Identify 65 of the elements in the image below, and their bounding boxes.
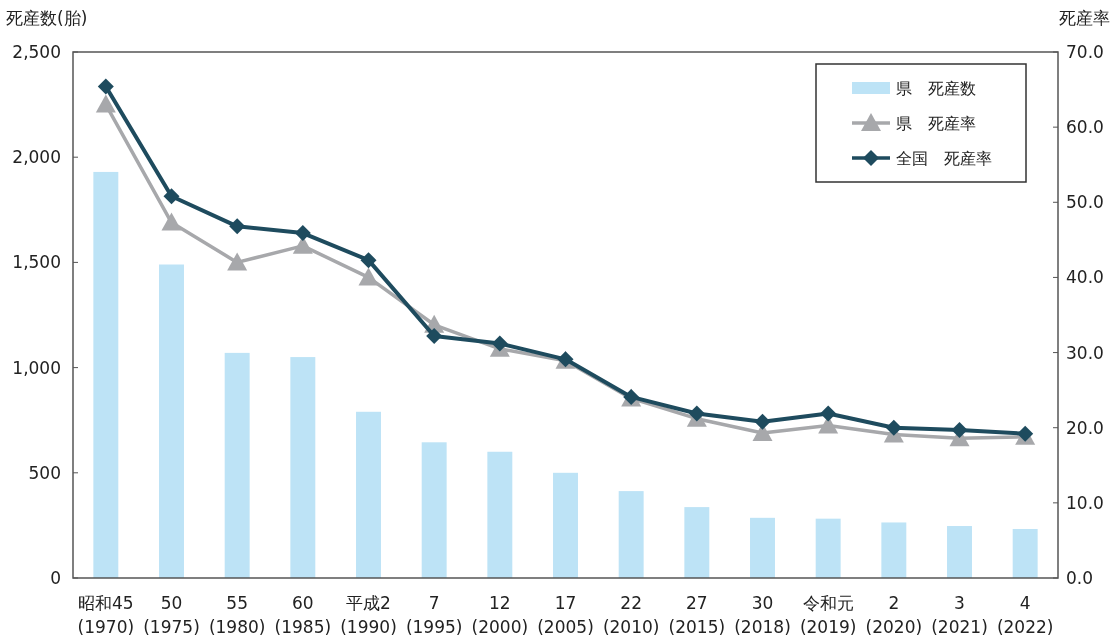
- x-tick-label: 2 (2020): [865, 593, 923, 637]
- y2-tick-label: 70.0: [1066, 42, 1104, 62]
- y-tick-label: 500: [28, 462, 61, 483]
- y-axis-title: 死産数(胎): [6, 8, 88, 28]
- point: [227, 252, 248, 271]
- point: [426, 328, 443, 345]
- point: [95, 94, 116, 113]
- bar: [815, 518, 841, 578]
- bar: [750, 517, 775, 578]
- point: [358, 267, 379, 286]
- x-tick-label: 17 (2005): [537, 593, 594, 637]
- bar: [618, 491, 644, 578]
- point: [163, 188, 180, 205]
- x-tick-label: 4 (2022): [996, 593, 1054, 637]
- point: [97, 78, 114, 95]
- bar: [290, 357, 316, 578]
- y2-tick-label: 10.0: [1066, 492, 1104, 513]
- y2-tick-label: 60.0: [1066, 117, 1104, 138]
- bar: [487, 451, 513, 578]
- x-tick-label: 12 (2000): [471, 593, 529, 637]
- bar: [93, 171, 119, 578]
- x-tick-label: 22 (2010): [602, 593, 660, 637]
- x-tick-label: 27 (2015): [668, 593, 726, 637]
- x-tick-label: 平成2 (1990): [340, 593, 397, 637]
- bar: [684, 507, 710, 578]
- x-tick-label: 50 (1975): [143, 593, 200, 637]
- x-tick-label: 令和元 (2019): [799, 593, 857, 637]
- bar: [159, 264, 184, 578]
- y2-tick-label: 50.0: [1066, 192, 1104, 213]
- x-tick-label: 55 (1980): [208, 593, 266, 637]
- bar: [1012, 528, 1038, 578]
- y-tick-label: 1,000: [12, 357, 61, 378]
- x-tick-label: 7 (1995): [405, 593, 463, 637]
- point: [161, 212, 182, 231]
- point: [820, 405, 837, 422]
- legend-label: 県 死産数: [896, 79, 976, 98]
- point: [491, 335, 508, 352]
- point: [885, 419, 902, 436]
- legend-label: 全国 死産率: [896, 149, 992, 168]
- y-tick-label: 0: [50, 568, 61, 588]
- point: [229, 218, 246, 235]
- x-tick-label: 昭和45 (1970): [77, 593, 135, 637]
- y-tick-label: 1,500: [12, 252, 61, 273]
- y2-tick-label: 30.0: [1066, 342, 1104, 363]
- y2-tick-label: 0.0: [1066, 568, 1094, 588]
- bar: [421, 442, 447, 578]
- point: [754, 413, 771, 430]
- bar: [881, 522, 907, 578]
- x-tick-label: 3 (2021): [931, 593, 988, 637]
- point: [360, 252, 377, 269]
- bar: [553, 472, 578, 578]
- y2-axis-title: 死産率: [1059, 8, 1110, 28]
- legend-label: 県 死産率: [896, 114, 976, 133]
- point: [294, 225, 311, 242]
- point: [688, 405, 705, 422]
- y-tick-label: 2,000: [12, 147, 61, 168]
- point: [951, 421, 968, 438]
- bar: [224, 352, 250, 578]
- y2-tick-label: 20.0: [1066, 417, 1104, 438]
- bar: [947, 526, 972, 578]
- x-tick-label: 30 (2018): [734, 593, 791, 637]
- y-tick-label: 2,500: [12, 42, 61, 62]
- x-tick-label: 60 (1985): [274, 593, 332, 637]
- y2-tick-label: 40.0: [1066, 267, 1104, 288]
- bar: [356, 411, 381, 578]
